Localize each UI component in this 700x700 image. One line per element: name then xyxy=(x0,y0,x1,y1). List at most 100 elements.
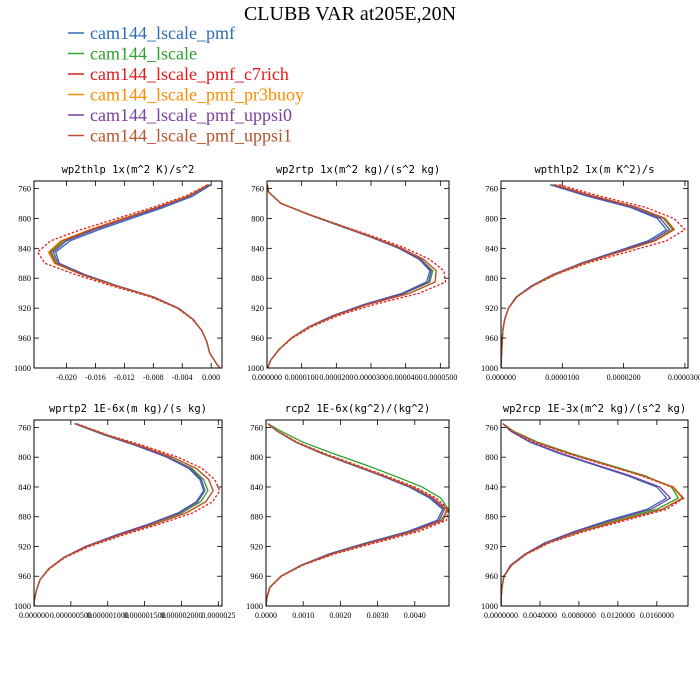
y-tick-label: 920 xyxy=(18,541,31,551)
plot-frame xyxy=(33,180,223,369)
legend-item: cam144_lscale_pmf xyxy=(68,23,235,43)
legend-label: cam144_lscale_pmf xyxy=(90,23,235,43)
chart-panel: wp2rcp 1E-3x(m^2 kg)/(s^2 kg) 760 800 840 88… xyxy=(481,403,689,620)
x-tick-label: 0.0020 xyxy=(329,611,351,620)
x-tick-label: 0.0160000 xyxy=(640,611,674,620)
series-line xyxy=(47,184,221,368)
series-line xyxy=(501,423,685,606)
x-tick-label: 0.0000025 xyxy=(201,611,235,620)
y-tick-label: 880 xyxy=(18,273,31,283)
plot-frame xyxy=(265,419,450,607)
y-tick-label: 760 xyxy=(485,183,498,193)
y-tick-label: 800 xyxy=(485,452,498,462)
series-line xyxy=(34,423,214,606)
y-tick-label: 840 xyxy=(485,482,498,492)
series-line xyxy=(266,423,446,606)
series-line xyxy=(36,184,221,368)
legend-item: cam144_lscale_pmf_uppsi0 xyxy=(68,105,292,125)
series-line xyxy=(267,184,434,368)
x-tick-label: 0.000000 xyxy=(486,373,516,382)
series-line xyxy=(267,184,437,368)
legend-label: cam144_lscale_pmf_uppsi1 xyxy=(90,126,292,146)
x-tick-label: -0.016 xyxy=(85,373,106,382)
x-tick-label: 0.0000500 xyxy=(423,373,457,382)
series-line xyxy=(501,423,684,606)
y-tick-label: 960 xyxy=(18,333,31,343)
plot-frame xyxy=(33,419,223,607)
y-tick-label: 760 xyxy=(18,183,31,193)
panels: wp2thlp 1x(m^2 K)/s^2 760 800 840 880 920 960 1… xyxy=(14,164,700,620)
panel-title: wp2thlp 1x(m^2 K)/s^2 xyxy=(62,164,195,176)
y-tick-label: 1000 xyxy=(14,363,31,373)
y-tick-label: 840 xyxy=(251,243,264,253)
y-tick-label: 800 xyxy=(485,213,498,223)
series-line xyxy=(266,423,449,606)
series-line xyxy=(266,423,444,606)
chart-panel: rcp2 1E-6x(kg^2)/(kg^2) 760 800 840 880 920 96… xyxy=(246,403,450,620)
series-line xyxy=(50,184,221,368)
panel-title: wpthlp2 1x(m K^2)/s xyxy=(534,164,654,176)
y-tick-label: 840 xyxy=(18,243,31,253)
y-tick-label: 880 xyxy=(485,512,498,522)
y-tick-label: 800 xyxy=(251,213,264,223)
series-line xyxy=(501,184,674,368)
x-tick-label: 0.000001500 xyxy=(124,611,166,620)
series-line xyxy=(267,184,431,368)
panel-title: wprtp2 1E-6x(m kg)/(s kg) xyxy=(49,403,207,415)
y-tick-label: 1000 xyxy=(481,601,498,611)
legend-item: cam144_lscale_pmf_uppsi1 xyxy=(68,126,292,146)
chart-panel: wpthlp2 1x(m K^2)/s 760 800 840 880 920 960 100… xyxy=(481,164,700,382)
x-tick-label: 0.0030 xyxy=(367,611,389,620)
x-tick-label: -0.012 xyxy=(114,373,135,382)
x-tick-label: 0.0000100 xyxy=(545,373,579,382)
y-tick-label: 1000 xyxy=(14,601,31,611)
series-line xyxy=(267,184,432,368)
y-tick-label: 880 xyxy=(250,512,263,522)
plot-frame xyxy=(500,180,689,369)
x-tick-label: -0.020 xyxy=(56,373,77,382)
panel-title: wp2rtp 1x(m^2 kg)/(s^2 kg) xyxy=(276,164,440,176)
y-tick-label: 920 xyxy=(250,541,263,551)
legend-item: cam144_lscale_pmf_pr3buoy xyxy=(68,85,304,105)
figure-title: CLUBB VAR at205E,20N xyxy=(244,3,456,25)
y-tick-label: 920 xyxy=(485,303,498,313)
y-tick-label: 800 xyxy=(250,452,263,462)
y-tick-label: 960 xyxy=(18,571,31,581)
y-tick-label: 880 xyxy=(18,512,31,522)
chart-panel: wprtp2 1E-6x(m kg)/(s kg) 760 800 840 880 920… xyxy=(14,403,235,620)
x-tick-label: 0.000002000 xyxy=(160,611,202,620)
y-tick-label: 840 xyxy=(250,482,263,492)
x-tick-label: 0.000 xyxy=(202,373,220,382)
legend-label: cam144_lscale xyxy=(90,44,197,64)
chart-panel: wp2rtp 1x(m^2 kg)/(s^2 kg) 760 800 840 880 92… xyxy=(247,164,457,382)
y-tick-label: 760 xyxy=(18,422,31,432)
x-tick-label: 0.0000200 xyxy=(607,373,641,382)
x-tick-label: 0.000000 xyxy=(252,373,282,382)
x-tick-label: 0.0000 xyxy=(255,611,277,620)
legend-label: cam144_lscale_pmf_uppsi0 xyxy=(90,105,292,125)
y-tick-label: 840 xyxy=(18,482,31,492)
y-tick-label: 960 xyxy=(250,571,263,581)
y-tick-label: 800 xyxy=(18,213,31,223)
series-line xyxy=(266,423,448,606)
y-tick-label: 960 xyxy=(485,571,498,581)
plot-frame xyxy=(266,180,450,369)
y-tick-label: 800 xyxy=(18,452,31,462)
series-line xyxy=(49,184,221,368)
x-tick-label: 0.0040000 xyxy=(523,611,557,620)
y-tick-label: 760 xyxy=(251,183,264,193)
y-tick-label: 920 xyxy=(485,541,498,551)
x-tick-label: 0.0000300 xyxy=(668,373,700,382)
x-tick-label: 0.0080000 xyxy=(562,611,596,620)
x-tick-label: 0.0000400 xyxy=(389,373,423,382)
y-tick-label: 1000 xyxy=(481,363,498,373)
x-tick-label: 0.0000100 xyxy=(285,373,319,382)
panel-title: wp2rcp 1E-3x(m^2 kg)/(s^2 kg) xyxy=(503,403,686,415)
x-tick-label: 0.000000500 xyxy=(50,611,92,620)
series-line xyxy=(34,423,221,606)
y-tick-label: 880 xyxy=(251,273,264,283)
x-tick-label: 0.0000000 xyxy=(484,611,518,620)
series-line xyxy=(34,423,214,606)
y-tick-label: 1000 xyxy=(247,363,264,373)
